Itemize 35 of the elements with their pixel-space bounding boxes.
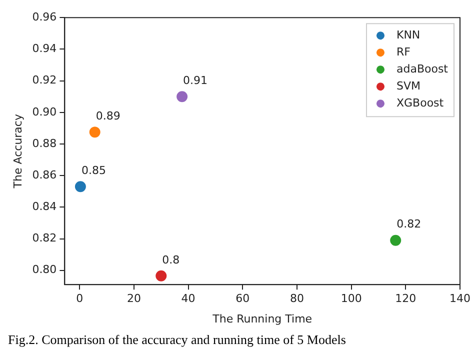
x-tick-label: 0 (76, 292, 84, 306)
point (390, 234, 402, 246)
y-tick-label: 0.92 (32, 74, 57, 87)
data-label: 0.91 (183, 74, 208, 87)
x-tick-label: 20 (126, 292, 141, 306)
data-label: 0.8 (162, 253, 180, 266)
legend-label: RF (396, 45, 410, 58)
y-tick-label: 0.96 (32, 10, 57, 24)
x-tick-label: 40 (181, 292, 196, 306)
data-label: 0.89 (96, 110, 120, 122)
y-tick-label: 0.94 (32, 42, 57, 56)
point (156, 270, 167, 282)
legend-label: KNN (396, 28, 420, 42)
data-label: 0.85 (81, 164, 106, 178)
legend-label: SVM (396, 79, 420, 92)
y-tick-label: 0.82 (32, 232, 57, 245)
data-label: 0.82 (396, 218, 422, 231)
x-axis-title: The Running Time (212, 312, 312, 326)
point (176, 91, 188, 102)
x-tick-label: 100 (340, 292, 362, 306)
caption: Fig.2. Comparison of the accuracy and running time of 5 Models (8, 332, 347, 348)
point (89, 126, 100, 138)
x-tick-label: 120 (395, 292, 416, 306)
y-tick-label: 0.88 (32, 136, 57, 150)
legend-label: adaBoost (396, 62, 449, 76)
y-tick-label: 0.80 (32, 263, 57, 276)
x-tick-label: 60 (236, 292, 250, 306)
point (74, 181, 86, 192)
legend-label: XGBoost (396, 96, 444, 110)
y-tick-label: 0.90 (32, 105, 57, 118)
x-tick-label: 80 (290, 292, 304, 306)
y-tick-label: 0.86 (32, 168, 57, 182)
x-tick-label: 140 (450, 292, 470, 306)
y-axis-title: The Accuracy (11, 114, 24, 190)
y-tick-label: 0.84 (32, 200, 57, 214)
